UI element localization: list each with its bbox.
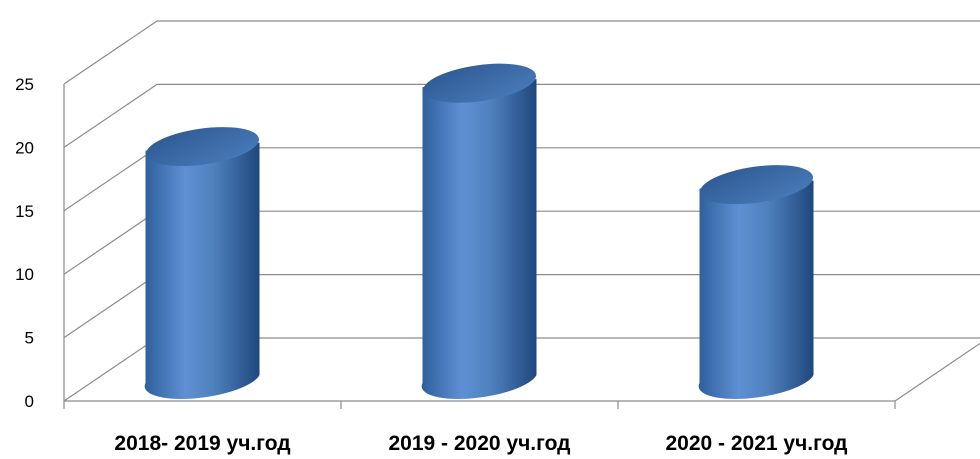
gridline bbox=[63, 20, 980, 85]
x-category-label: 2020 - 2021 уч.год bbox=[666, 432, 848, 455]
bar-body bbox=[421, 79, 537, 399]
labels-layer: 0 5 10 15 20 25 2018- 2019 уч.год 2019 - 2020 у… bbox=[15, 75, 847, 455]
gridline bbox=[63, 83, 980, 148]
x-category-label: 2019 - 2020 уч.год bbox=[389, 432, 571, 455]
x-category-label: 2018- 2019 уч.год bbox=[114, 432, 290, 455]
bars-layer bbox=[144, 63, 814, 399]
bar-cylinder bbox=[421, 63, 537, 399]
bar-top bbox=[145, 127, 260, 167]
y-tick-label: 15 bbox=[15, 202, 34, 221]
floor-right-edge bbox=[894, 342, 980, 402]
y-tick-label: 0 bbox=[25, 392, 34, 411]
bar-cylinder bbox=[698, 165, 814, 399]
y-tick-label: 25 bbox=[15, 75, 34, 94]
bar-cylinder bbox=[144, 127, 260, 399]
bar-top bbox=[699, 165, 814, 205]
y-tick-label: 5 bbox=[25, 329, 34, 348]
bar-body bbox=[698, 180, 814, 399]
y-tick-label: 20 bbox=[15, 138, 34, 157]
y-tick-label: 10 bbox=[15, 265, 34, 284]
axis-layer bbox=[63, 84, 980, 409]
bar-top bbox=[422, 63, 537, 103]
bar-body bbox=[144, 142, 260, 399]
